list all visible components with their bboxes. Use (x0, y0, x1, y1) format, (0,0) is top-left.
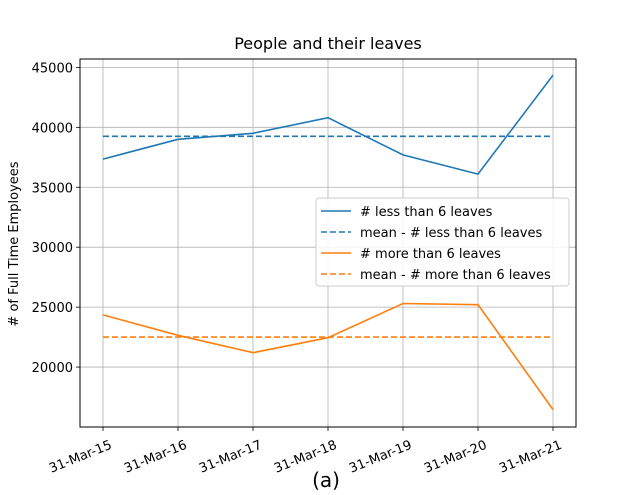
y-tick-label: 25000 (32, 301, 73, 316)
legend-box (315, 197, 570, 287)
legend-label: mean - # more than 6 leaves (360, 268, 551, 283)
legend-label: mean - # less than 6 leaves (360, 226, 542, 241)
legend: # less than 6 leaves mean - # less than 6… (315, 197, 570, 287)
y-tick-label: 20000 (32, 361, 73, 376)
y-tick-label: 35000 (32, 181, 73, 196)
legend-label: # more than 6 leaves (360, 247, 501, 262)
chart-title: People and their leaves (234, 34, 422, 53)
y-tick-label: 30000 (32, 241, 73, 256)
y-tick-label: 45000 (32, 61, 73, 76)
y-tick-label: 40000 (32, 121, 73, 136)
series-group (102, 74, 554, 411)
series-line (102, 74, 554, 176)
legend-label: # less than 6 leaves (360, 205, 493, 220)
figure-caption: (a) (312, 468, 340, 492)
y-axis-label: # of Full Time Employees (7, 161, 22, 326)
